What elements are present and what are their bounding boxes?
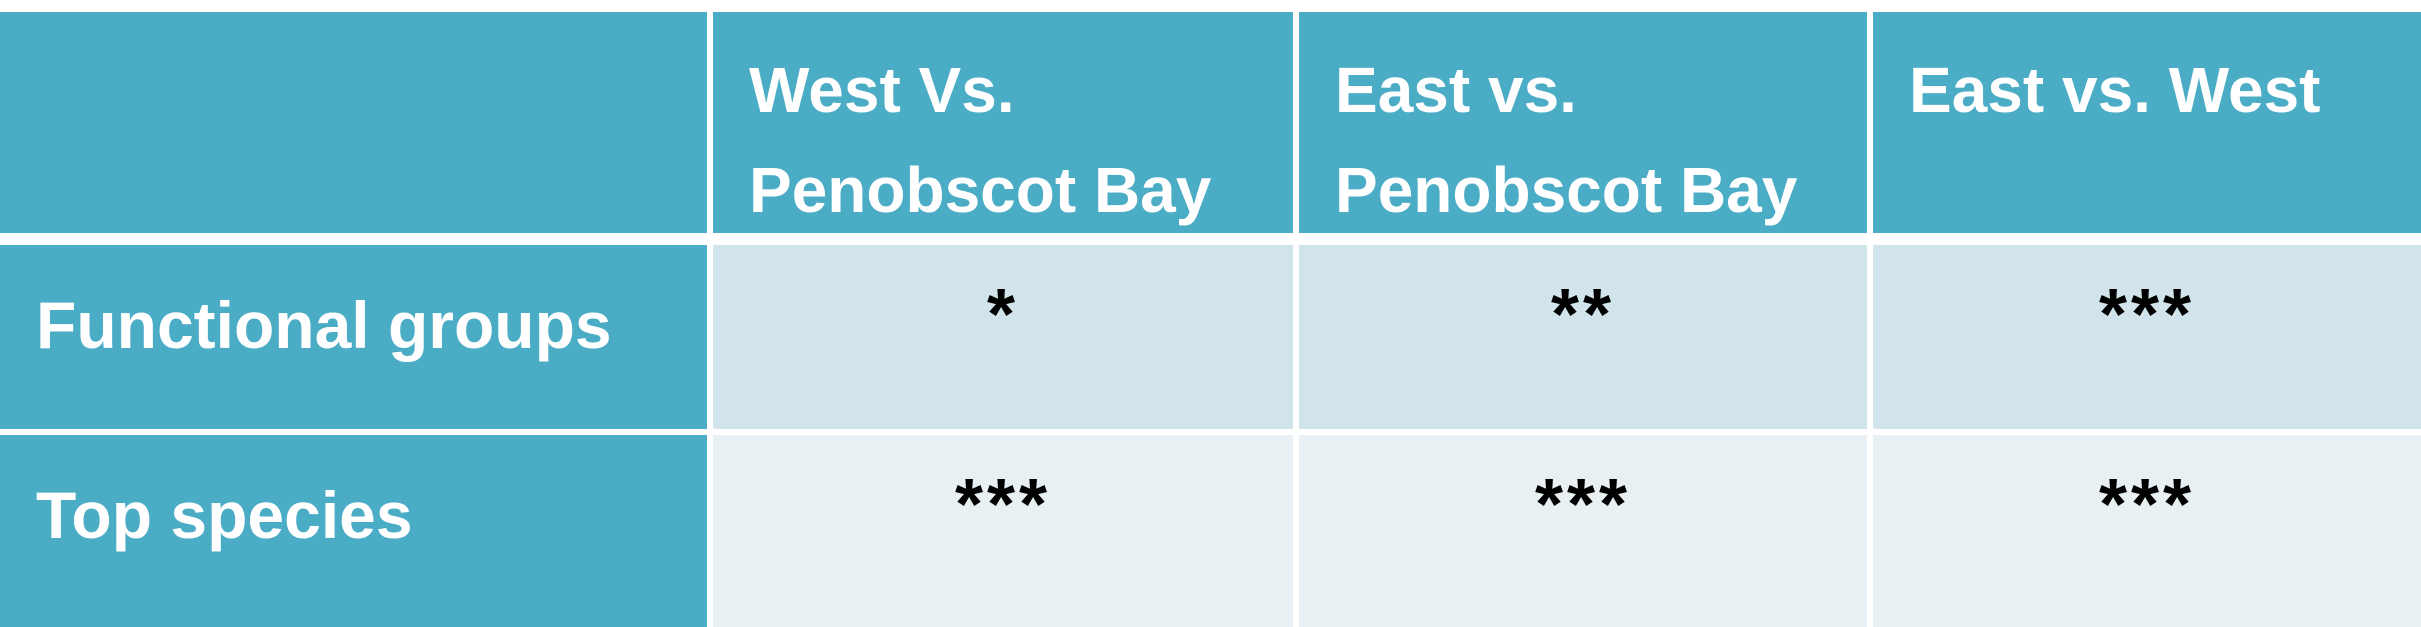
table-cell: *	[713, 245, 1293, 429]
table-cell: **	[1299, 245, 1867, 429]
column-header-east-vs-penobscot: East vs. Penobscot Bay	[1299, 12, 1867, 233]
column-header-east-vs-west: East vs. West	[1873, 12, 2421, 233]
table-cell: ***	[1873, 435, 2421, 627]
table-cell: ***	[713, 435, 1293, 627]
row-label-functional-groups: Functional groups	[0, 245, 707, 429]
column-header-west-vs-penobscot: West Vs. Penobscot Bay	[713, 12, 1293, 233]
header-empty-cell	[0, 12, 707, 233]
table-cell: ***	[1873, 245, 2421, 429]
row-label-top-species: Top species	[0, 435, 707, 627]
table-cell: ***	[1299, 435, 1867, 627]
